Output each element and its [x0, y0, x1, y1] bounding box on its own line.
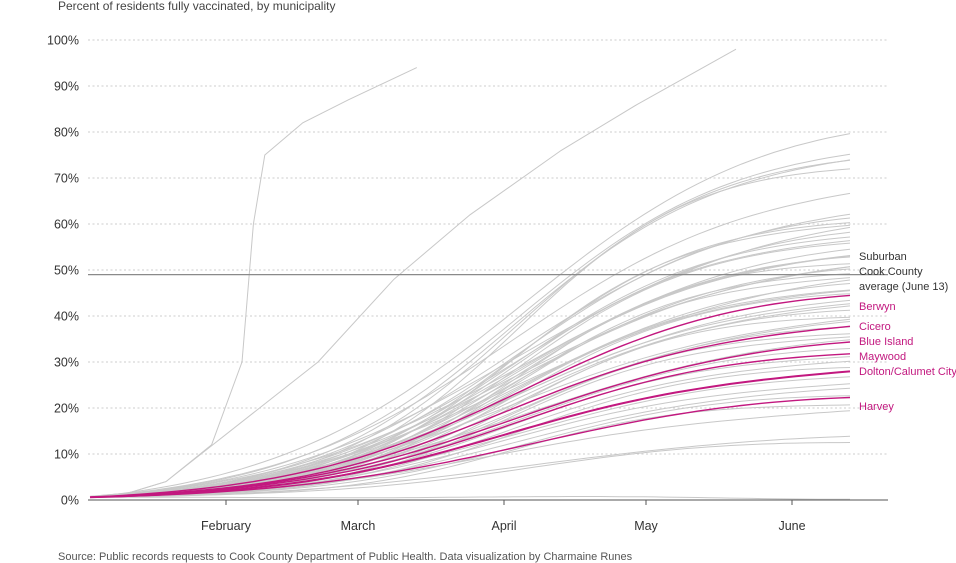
source-note: Source: Public records requests to Cook … — [58, 551, 633, 563]
x-tick-label: February — [201, 519, 252, 533]
background-series-line — [89, 387, 851, 498]
background-series-line — [89, 48, 737, 497]
background-series-line — [89, 255, 851, 498]
y-tick-label: 40% — [54, 310, 79, 324]
background-series-line — [90, 496, 850, 500]
highlighted-series-line — [89, 370, 851, 499]
series-label: Maywood — [859, 351, 906, 363]
background-series-line — [89, 256, 851, 498]
background-series-line — [89, 273, 851, 498]
background-series-line — [89, 133, 851, 498]
background-series-line — [89, 435, 851, 498]
background-series-line — [89, 217, 851, 498]
y-axis: 0% 10% 20% 30% 40% 50% 60% 70% 80% 90% 100% — [47, 34, 79, 508]
series-label: Berwyn — [859, 301, 896, 313]
grid-layer — [88, 39, 888, 455]
background-series-line — [89, 339, 851, 498]
background-series-line — [89, 168, 851, 498]
x-tick-label: April — [491, 519, 516, 533]
reference-label-1: Suburban — [859, 251, 907, 263]
series-label: Harvey — [859, 401, 894, 413]
y-tick-label: 100% — [47, 34, 79, 48]
highlighted-series — [89, 294, 851, 499]
background-series-line — [89, 442, 851, 498]
background-series-line — [89, 153, 851, 498]
background-series-line — [89, 192, 851, 498]
y-tick-label: 10% — [54, 448, 79, 462]
background-series-line — [89, 222, 851, 498]
reference-label-2: Cook County — [859, 266, 923, 278]
y-tick-label: 30% — [54, 356, 79, 370]
background-series-line — [89, 326, 851, 498]
series-label: Blue Island — [859, 336, 913, 348]
y-tick-label: 0% — [61, 494, 79, 508]
y-tick-label: 60% — [54, 218, 79, 232]
background-series-line — [89, 279, 851, 498]
y-tick-label: 90% — [54, 80, 79, 94]
chart-title: Percent of residents fully vaccinated, b… — [58, 0, 335, 13]
series-label: Dolton/Calumet City — [859, 366, 956, 378]
background-series-line — [89, 293, 851, 498]
highlighted-series-line — [89, 294, 851, 498]
highlighted-series-line — [89, 396, 851, 498]
series-label: Cicero — [859, 321, 891, 333]
background-series-line — [89, 348, 851, 498]
x-tick-label: June — [778, 519, 805, 533]
series-labels: Berwyn Cicero Blue Island Maywood Dolton/Cal… — [859, 301, 956, 413]
x-axis: February March April May June — [88, 499, 888, 533]
y-tick-label: 80% — [54, 126, 79, 140]
background-series-line — [89, 395, 851, 498]
y-tick-label: 50% — [54, 264, 79, 278]
reference-label-3: average (June 13) — [859, 281, 948, 293]
highlighted-series-line — [89, 353, 851, 498]
highlighted-series-line — [89, 325, 851, 498]
background-series-line — [89, 299, 851, 498]
background-series-line — [89, 255, 851, 498]
x-tick-label: May — [634, 519, 658, 533]
x-tick-label: March — [341, 519, 376, 533]
y-tick-label: 70% — [54, 172, 79, 186]
y-tick-label: 20% — [54, 402, 79, 416]
